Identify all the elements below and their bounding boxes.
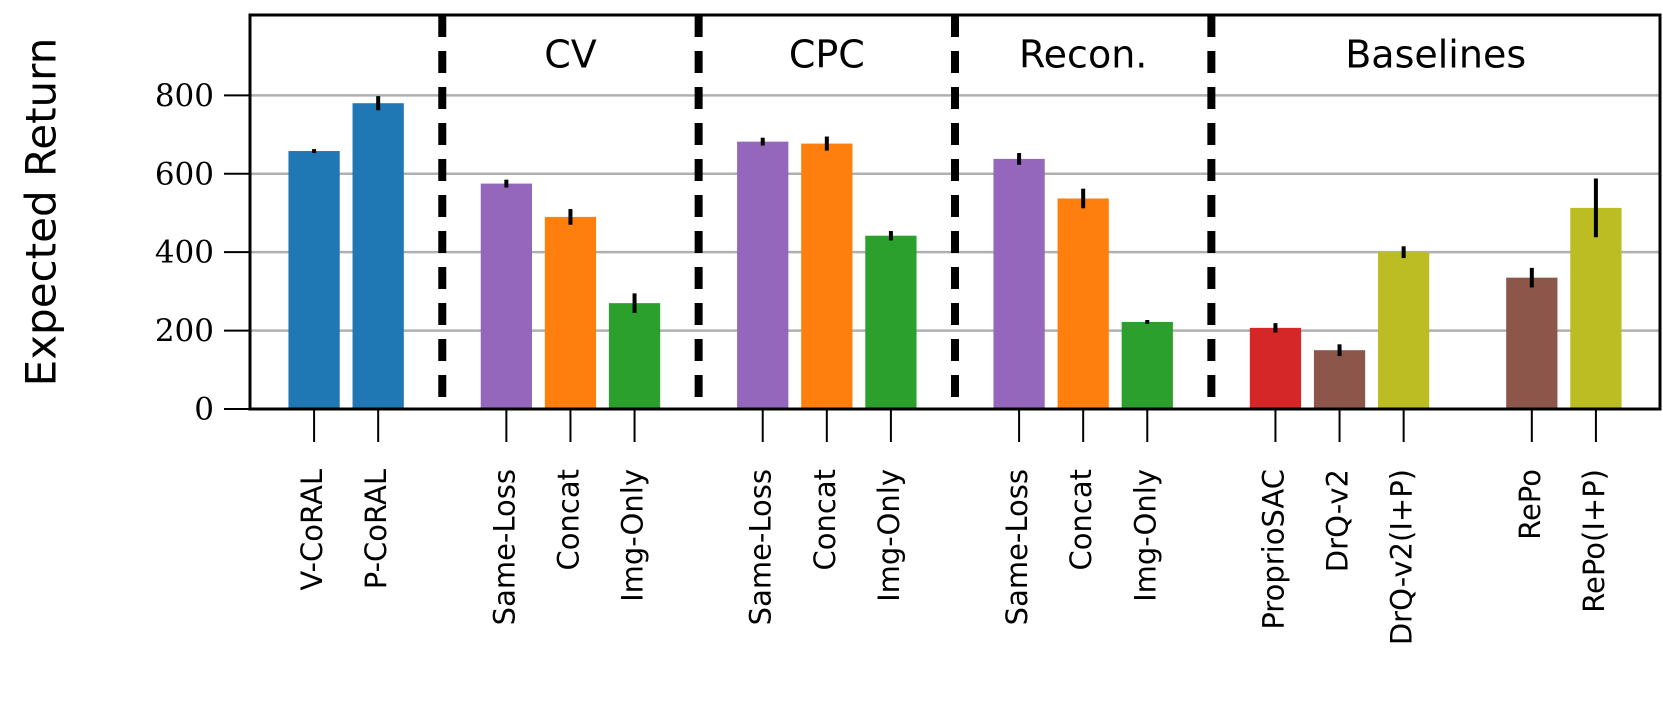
bar: [1313, 350, 1366, 409]
y-tick-label: 600: [155, 156, 214, 192]
x-tick-label: ProprioSAC: [1256, 469, 1290, 630]
bar: [1249, 327, 1302, 409]
bar: [1057, 198, 1109, 409]
x-tick-label: Concat: [808, 469, 842, 570]
y-axis-label: Expected Return: [17, 38, 66, 387]
x-tick-label: Img-Only: [872, 469, 906, 602]
bar: [1378, 252, 1430, 409]
x-tick-label: DrQ-v2(I+P): [1385, 469, 1419, 645]
x-tick-label: V-CoRAL: [295, 469, 329, 591]
x-tick-label: Same-Loss: [487, 469, 521, 625]
bar: [1121, 321, 1173, 409]
y-tick-label: 200: [155, 313, 214, 349]
x-tick-label: Same-Loss: [1000, 469, 1034, 625]
bar: [993, 158, 1045, 409]
group-label: Recon.: [1019, 33, 1147, 77]
x-tick-label: RePo(I+P): [1577, 469, 1611, 613]
bar: [801, 143, 853, 409]
x-tick-label: Same-Loss: [744, 469, 778, 625]
x-tick-label: Concat: [1064, 469, 1098, 570]
bar: [544, 216, 597, 409]
bar: [1570, 207, 1622, 409]
bar: [480, 183, 532, 409]
x-tick-label: Img-Only: [1128, 469, 1162, 602]
bar: [352, 103, 404, 409]
bar: [737, 141, 789, 410]
y-tick-label: 800: [155, 78, 214, 114]
x-tick-label: Concat: [551, 469, 585, 570]
y-tick-label: 400: [155, 235, 214, 271]
x-tick-label: P-CoRAL: [359, 469, 393, 589]
bar: [288, 151, 340, 409]
group-label: CV: [544, 33, 597, 77]
bar: [865, 235, 917, 409]
plot-frame: [248, 13, 1662, 411]
bar: [608, 303, 661, 409]
group-label: Baselines: [1345, 33, 1526, 77]
group-label: CPC: [789, 33, 865, 77]
x-tick-label: DrQ-v2: [1321, 469, 1355, 572]
x-tick-label: RePo: [1513, 469, 1547, 540]
y-tick-label: 0: [194, 392, 214, 428]
x-tick-label: Img-Only: [616, 469, 650, 602]
bar: [1506, 277, 1558, 409]
